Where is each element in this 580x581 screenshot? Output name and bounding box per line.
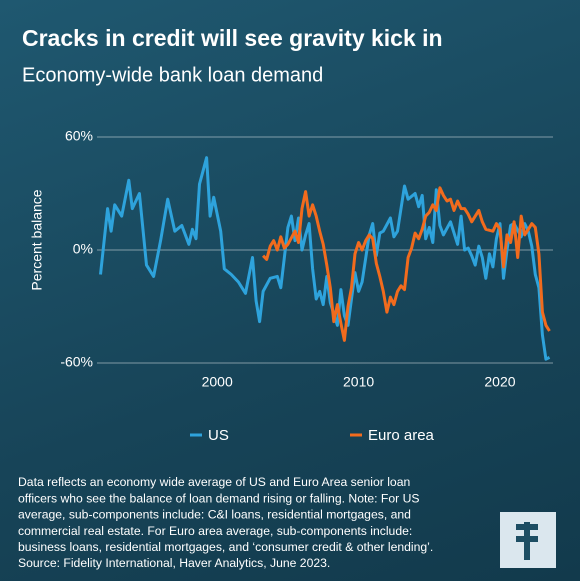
logo-bar	[516, 524, 538, 530]
y-tick-label: 60%	[65, 128, 93, 144]
logo	[500, 512, 556, 568]
footnote-line: commercial real estate. For Euro area av…	[18, 524, 412, 538]
x-tick-label: 2000	[202, 374, 233, 390]
line-series	[99, 156, 551, 361]
x-tick-label: 2010	[343, 374, 374, 390]
footnote-line: business loans, residential mortgages, a…	[18, 540, 433, 554]
y-tick-label: 0%	[73, 241, 93, 257]
y-axis-label: Percent balance	[29, 189, 45, 290]
footnote-line: Source: Fidelity International, Haver An…	[18, 556, 330, 570]
logo-bar	[516, 536, 538, 542]
footnote-line: Data reflects an economy wide average of…	[18, 475, 410, 489]
x-tick-label: 2020	[484, 374, 515, 390]
line-series	[262, 186, 551, 342]
footnote-line: average, sub-components include: C&I loa…	[18, 508, 411, 522]
chart-subtitle: Economy-wide bank loan demand	[22, 64, 323, 86]
chart-title: Cracks in credit will see gravity kick i…	[22, 25, 443, 51]
y-tick-label: -60%	[60, 354, 93, 370]
legend-label: US	[208, 427, 229, 444]
legend-label: Euro area	[368, 427, 435, 444]
footnote-line: officers who see the balance of loan dem…	[18, 491, 420, 505]
